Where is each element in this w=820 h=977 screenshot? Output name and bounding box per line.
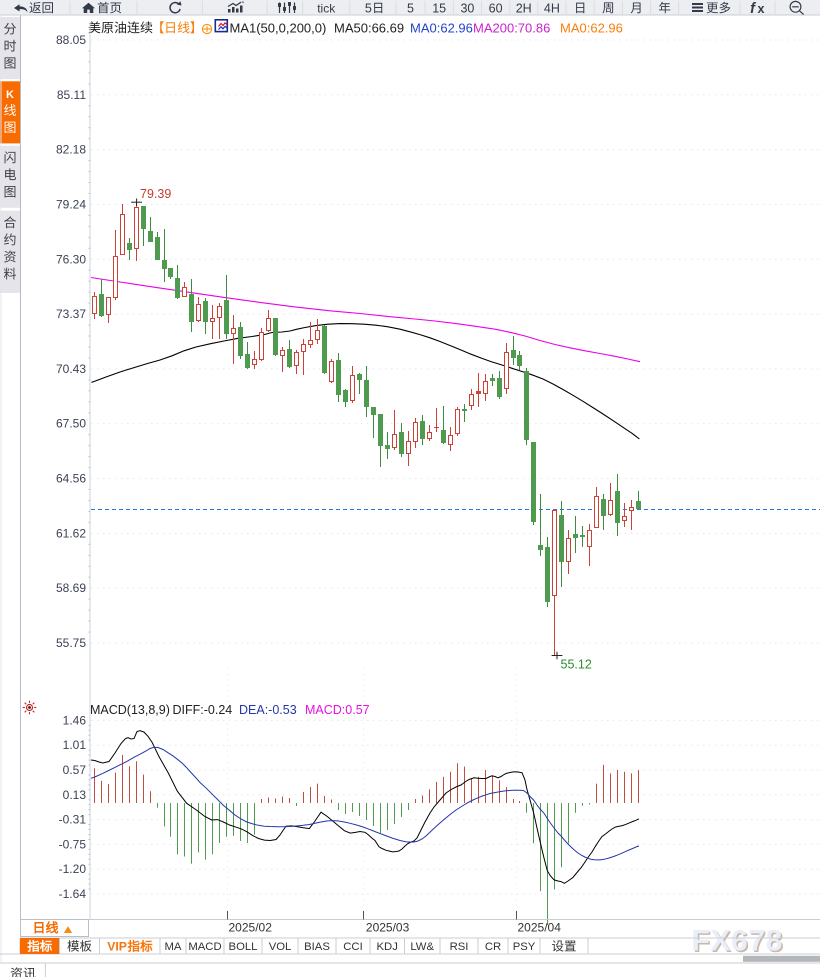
svg-text:76.30: 76.30	[56, 252, 86, 266]
svg-text:KDJ: KDJ	[377, 941, 398, 953]
svg-text:79.39: 79.39	[140, 187, 171, 201]
svg-text:FX678: FX678	[692, 925, 783, 958]
svg-text:MA200:70.86: MA200:70.86	[473, 20, 550, 35]
svg-text:MA50:66.69: MA50:66.69	[334, 20, 404, 35]
svg-text:88.05: 88.05	[56, 33, 86, 47]
svg-text:-1.20: -1.20	[59, 862, 87, 876]
svg-text:85.11: 85.11	[57, 88, 86, 102]
svg-text:PSY: PSY	[513, 941, 536, 953]
svg-text:LW&: LW&	[410, 941, 434, 953]
svg-text:RSI: RSI	[450, 941, 469, 953]
svg-text:f: f	[750, 1, 757, 17]
svg-text:64.56: 64.56	[56, 472, 86, 486]
svg-text:DEA:-0.53: DEA:-0.53	[239, 703, 297, 717]
svg-text:MACD(13,8,9): MACD(13,8,9)	[90, 703, 170, 717]
svg-text:VOL: VOL	[269, 941, 292, 953]
svg-text:58.69: 58.69	[56, 581, 86, 595]
svg-text:MA1(50,0,200,0): MA1(50,0,200,0)	[230, 20, 327, 35]
svg-text:1.01: 1.01	[63, 738, 87, 752]
svg-text:60: 60	[489, 1, 503, 15]
svg-text:x: x	[758, 2, 765, 16]
svg-text:DIFF:-0.24: DIFF:-0.24	[173, 703, 233, 717]
svg-text:73.37: 73.37	[56, 307, 86, 321]
svg-text:-0.75: -0.75	[59, 837, 87, 851]
svg-text:MA: MA	[165, 941, 182, 953]
svg-text:15: 15	[432, 1, 446, 15]
svg-text:55.75: 55.75	[56, 636, 86, 650]
svg-text:70.43: 70.43	[56, 362, 86, 376]
svg-text:5: 5	[407, 1, 414, 15]
svg-text:2025/03: 2025/03	[366, 921, 410, 935]
svg-text:0.13: 0.13	[63, 788, 87, 802]
svg-text:5: 5	[365, 1, 372, 15]
svg-text:82.18: 82.18	[56, 143, 86, 157]
svg-text:-1.64: -1.64	[59, 887, 87, 901]
svg-text:0.57: 0.57	[63, 763, 87, 777]
svg-text:1.46: 1.46	[63, 713, 87, 727]
svg-text:CR: CR	[485, 941, 501, 953]
svg-text:BOLL: BOLL	[229, 941, 258, 953]
svg-text:VIP: VIP	[107, 939, 127, 953]
svg-text:67.50: 67.50	[56, 417, 86, 431]
svg-text:2025/04: 2025/04	[518, 921, 562, 935]
svg-text:-0.31: -0.31	[59, 813, 87, 827]
svg-text:BIAS: BIAS	[304, 941, 330, 953]
svg-text:CCI: CCI	[343, 941, 362, 953]
svg-text:55.12: 55.12	[561, 658, 592, 672]
svg-text:K: K	[6, 89, 14, 101]
svg-text:tick: tick	[317, 1, 336, 15]
svg-text:MA0:62.96: MA0:62.96	[560, 20, 623, 35]
svg-text:61.62: 61.62	[56, 526, 86, 540]
svg-text:MACD: MACD	[188, 941, 221, 953]
svg-text:2H: 2H	[516, 1, 532, 15]
svg-text:4H: 4H	[544, 1, 560, 15]
svg-text:MACD:0.57: MACD:0.57	[305, 703, 370, 717]
svg-text:79.24: 79.24	[56, 198, 86, 212]
svg-text:MA0:62.96: MA0:62.96	[410, 20, 473, 35]
svg-text:2025/02: 2025/02	[229, 921, 273, 935]
svg-text:30: 30	[460, 1, 474, 15]
